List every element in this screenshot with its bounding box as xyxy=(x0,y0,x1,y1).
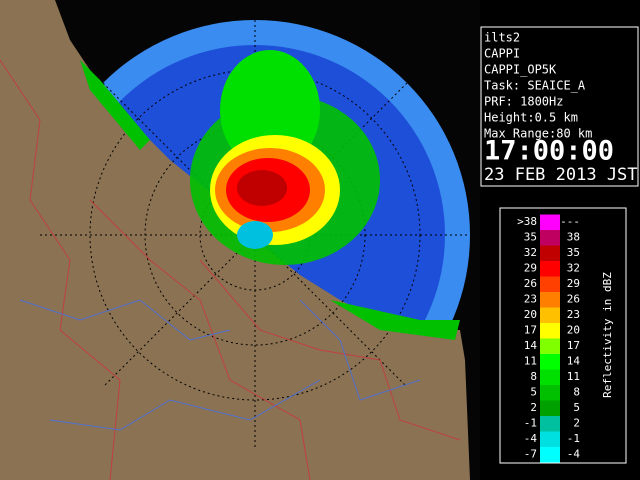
legend-low: 2 xyxy=(530,401,537,414)
info-line: Task: SEAICE_A xyxy=(484,79,586,93)
legend-low: 29 xyxy=(524,262,537,275)
legend-low: 11 xyxy=(524,355,537,368)
legend-high: 2 xyxy=(573,417,580,430)
legend-swatch xyxy=(540,292,560,308)
info-line: PRF: 1800Hz xyxy=(484,95,563,109)
legend-low: 35 xyxy=(524,231,537,244)
legend-high: 20 xyxy=(567,324,580,337)
legend-swatch xyxy=(540,338,560,354)
legend-swatch xyxy=(540,276,560,292)
legend-swatch xyxy=(540,323,560,339)
info-box xyxy=(480,26,639,187)
info-line: Height:0.5 km xyxy=(484,111,578,125)
legend-high: -4 xyxy=(567,448,581,461)
legend-box xyxy=(499,207,627,464)
legend-low: >38 xyxy=(517,215,537,228)
date: 23 FEB 2013 JST xyxy=(484,165,638,185)
legend-low: -4 xyxy=(524,432,538,445)
legend-high: 14 xyxy=(567,355,581,368)
legend-low: 32 xyxy=(524,246,537,259)
legend-swatch xyxy=(540,245,560,261)
legend-swatch xyxy=(540,354,560,370)
legend-high: 26 xyxy=(567,293,580,306)
legend-high: 35 xyxy=(567,246,580,259)
legend-low: 26 xyxy=(524,277,537,290)
legend-high: -1 xyxy=(567,432,580,445)
legend-high: 23 xyxy=(567,308,580,321)
legend-title: Reflectivity in dBZ xyxy=(601,272,614,398)
time: 17:00:00 xyxy=(484,136,614,167)
legend-high: 11 xyxy=(567,370,580,383)
legend-low: 14 xyxy=(524,339,538,352)
legend-high: 29 xyxy=(567,277,580,290)
legend-swatch xyxy=(540,307,560,323)
echoes xyxy=(80,50,460,340)
legend-low: 20 xyxy=(524,308,537,321)
legend-low: 17 xyxy=(524,324,537,337)
legend-swatch xyxy=(540,369,560,385)
legend-low: 5 xyxy=(530,386,537,399)
legend-swatch xyxy=(540,400,560,416)
legend-swatch xyxy=(540,447,560,463)
boundaries xyxy=(0,59,461,480)
info-line: CAPPI xyxy=(484,47,520,61)
rivers xyxy=(19,299,421,431)
legend-swatch xyxy=(540,385,560,401)
info-line: CAPPI_OP5K xyxy=(484,63,557,77)
legend-high: 17 xyxy=(567,339,580,352)
info-line: Max Range:80 km xyxy=(484,127,592,141)
legend-swatch xyxy=(540,214,560,230)
legend-swatch xyxy=(540,230,560,246)
legend-low: -7 xyxy=(524,448,537,461)
legend-swatch xyxy=(540,416,560,432)
legend-high: 32 xyxy=(567,262,580,275)
legend-swatch xyxy=(540,261,560,277)
legend-high: 5 xyxy=(573,401,580,414)
legend-low: 23 xyxy=(524,293,537,306)
info-line: ilts2 xyxy=(484,31,520,45)
map xyxy=(0,0,470,480)
legend-swatch xyxy=(540,431,560,447)
legend-high: --- xyxy=(560,215,580,228)
legend-high: 38 xyxy=(567,231,580,244)
legend-high: 8 xyxy=(573,386,580,399)
legend-low: 8 xyxy=(530,370,537,383)
legend-low: -1 xyxy=(524,417,537,430)
